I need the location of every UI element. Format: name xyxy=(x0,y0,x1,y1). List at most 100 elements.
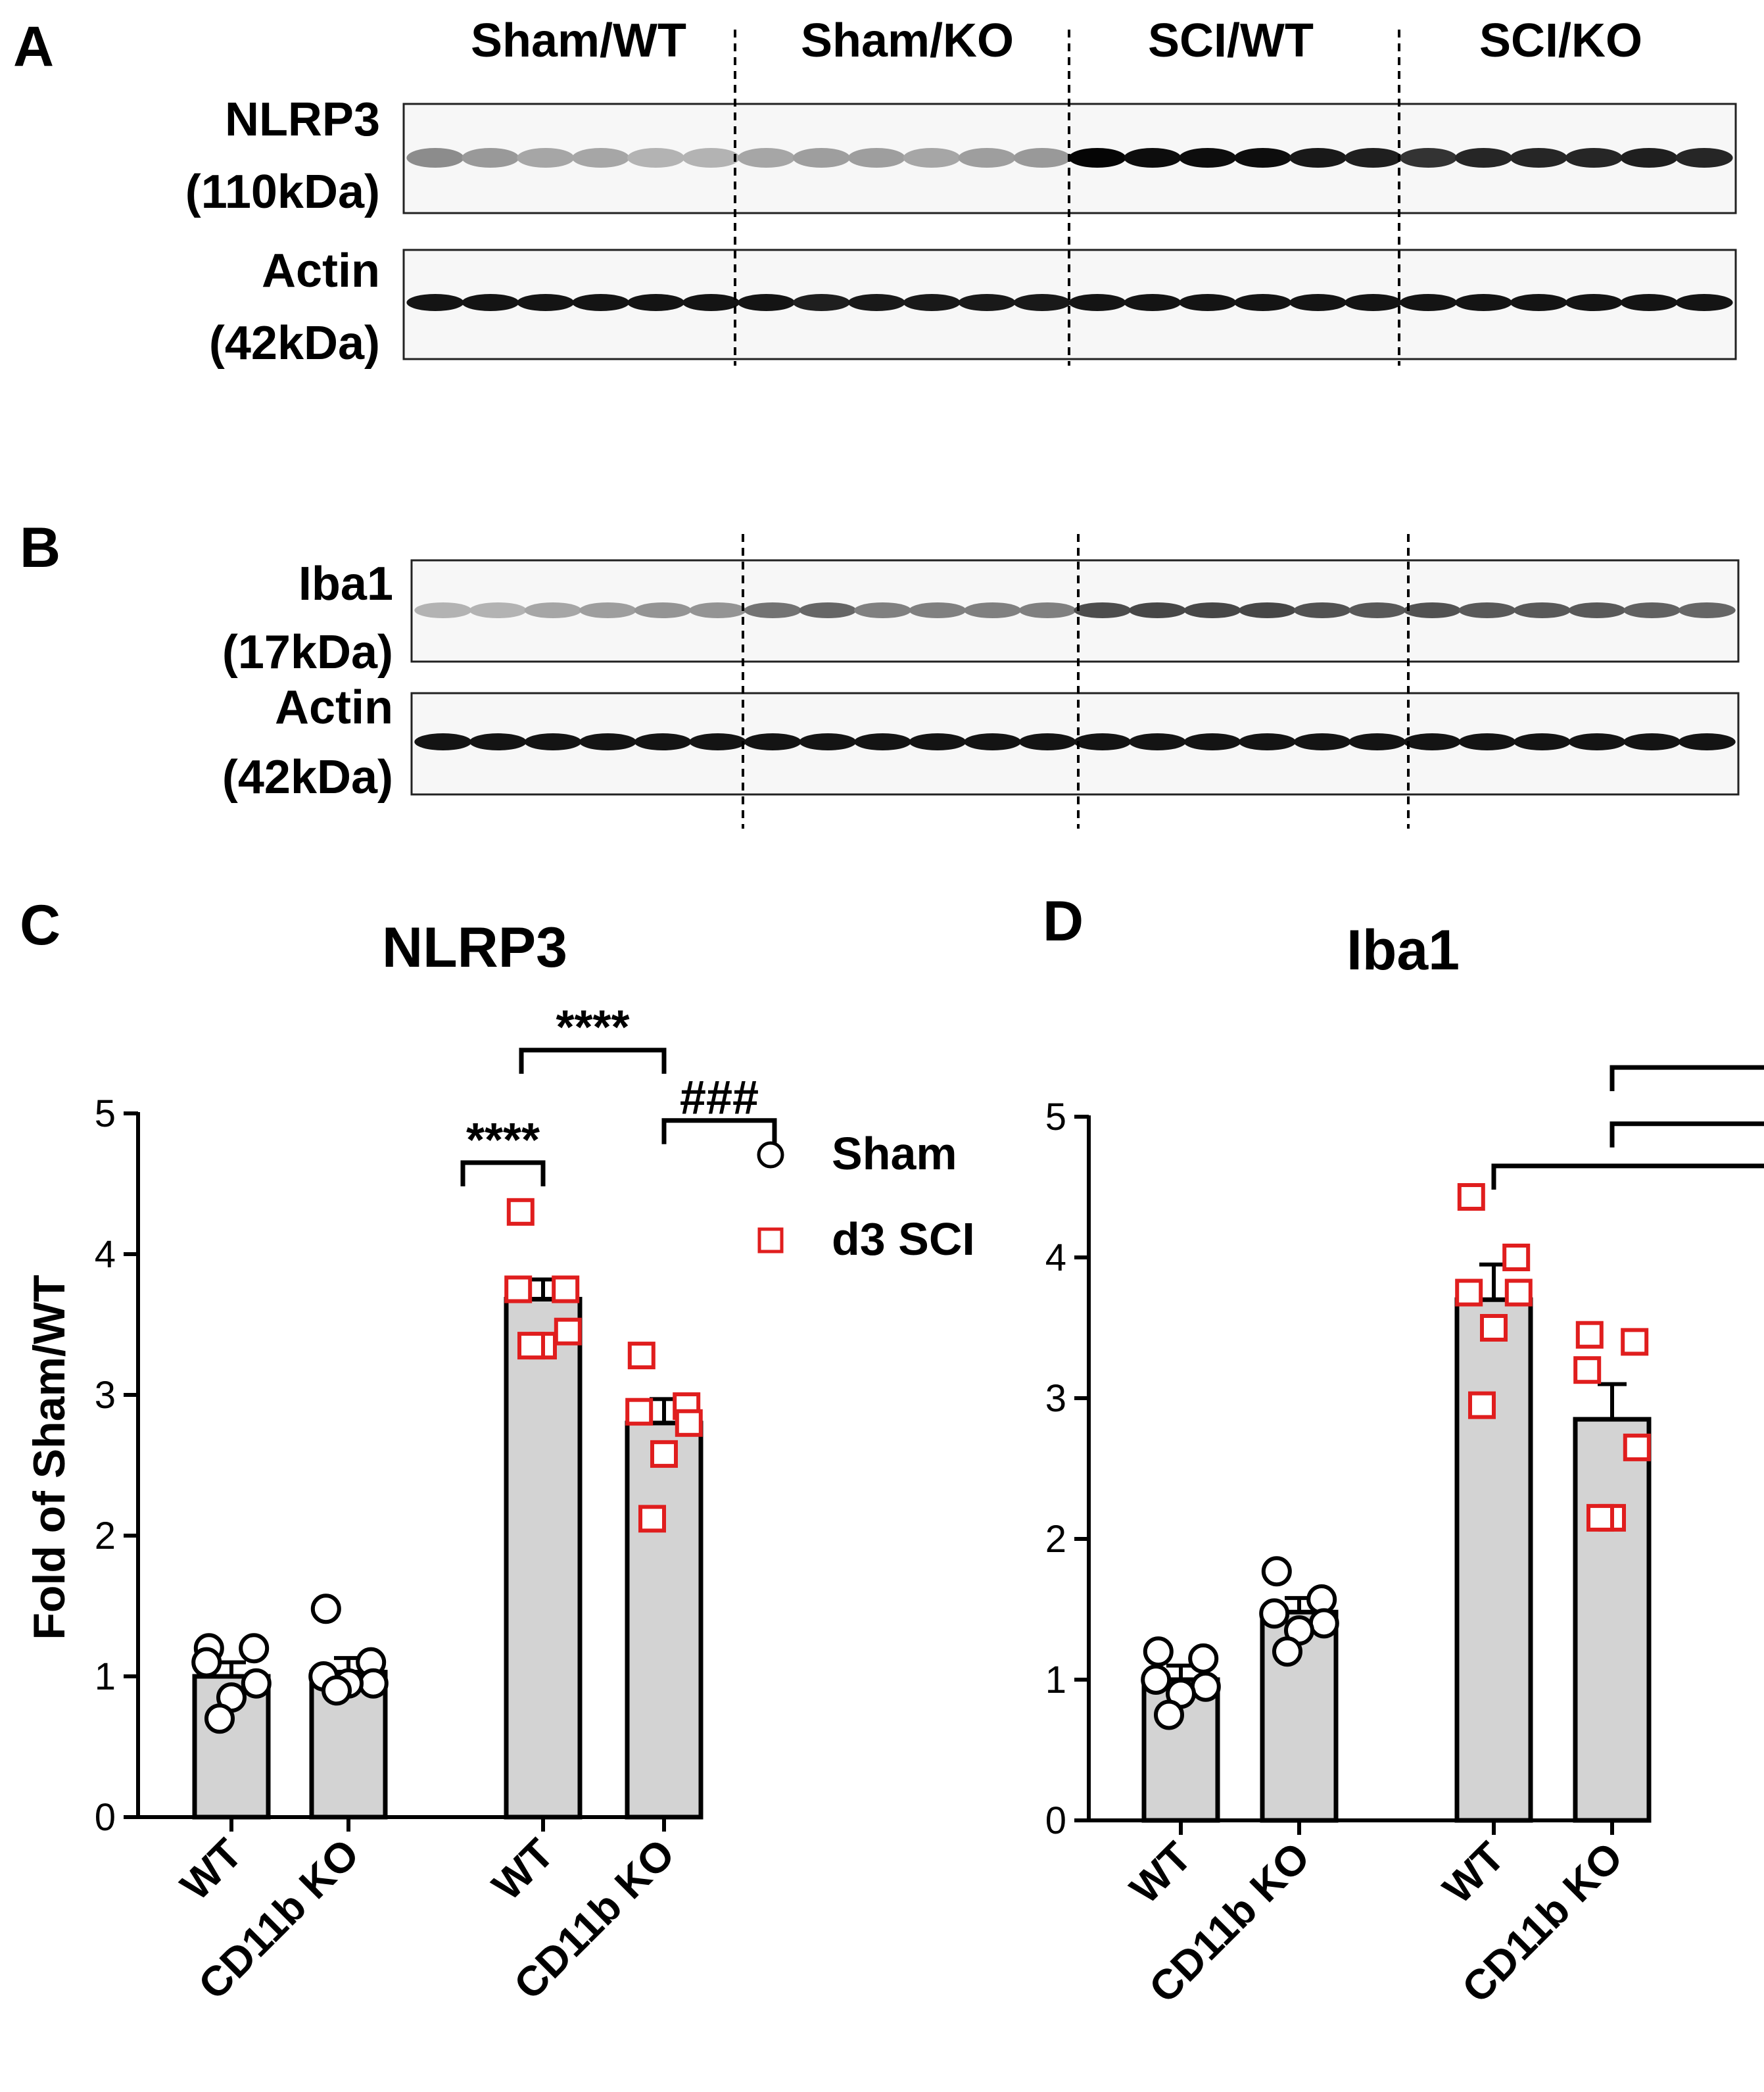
y-tick-label: 3 xyxy=(95,1374,116,1417)
significance-bracket xyxy=(460,1160,546,1186)
data-point-sham xyxy=(1261,1556,1292,1587)
nlrp3-band xyxy=(406,148,464,168)
data-point-sham xyxy=(204,1703,235,1734)
x-category-label: WT xyxy=(172,1830,251,1909)
legend-sci-marker xyxy=(757,1227,784,1253)
data-point-sham xyxy=(1190,1671,1221,1702)
actin-band xyxy=(1074,733,1132,750)
blot-a-dividers xyxy=(734,30,1400,366)
actin-band xyxy=(1399,294,1458,311)
x-category-label: WT xyxy=(483,1830,563,1909)
iba1-band xyxy=(1018,602,1076,618)
bar xyxy=(1454,1297,1533,1823)
nlrp3-band xyxy=(682,148,740,168)
data-point-sci xyxy=(1623,1433,1651,1461)
iba1-band xyxy=(634,602,692,618)
iba1-band xyxy=(799,602,857,618)
y-tick-label: 5 xyxy=(95,1092,116,1135)
data-point-sham xyxy=(322,1675,352,1706)
iba1-band xyxy=(1623,602,1681,618)
blot-b-band-size: (42kDa) xyxy=(222,751,393,804)
actin-band xyxy=(1675,294,1733,311)
x-category-label: WT xyxy=(1434,1833,1514,1912)
panel-letter-d: D xyxy=(1043,890,1084,953)
actin-band xyxy=(1568,733,1626,750)
data-point-sci xyxy=(1502,1244,1531,1271)
actin-band xyxy=(1344,294,1402,311)
data-point-sci xyxy=(554,1317,582,1346)
nlrp3-band xyxy=(627,148,685,168)
iba1-band xyxy=(579,602,636,618)
panel-letter-b: B xyxy=(20,516,60,579)
y-tick-label: 1 xyxy=(1045,1659,1066,1701)
y-tick-label: 5 xyxy=(1045,1096,1066,1138)
chart-c-y-axis-label: Fold of Sham/WT xyxy=(24,1275,74,1640)
actin-band xyxy=(854,733,911,750)
data-point-sham xyxy=(241,1668,272,1699)
actin-band xyxy=(1068,294,1126,311)
significance-label: **** xyxy=(466,1114,540,1167)
nlrp3-band xyxy=(1344,148,1402,168)
actin-band xyxy=(1565,294,1623,311)
bar xyxy=(625,1421,703,1820)
blot-a-band-name: NLRP3 xyxy=(225,93,380,146)
blot-b-dividers xyxy=(742,534,1410,829)
iba1-band xyxy=(909,602,966,618)
actin-band xyxy=(462,294,519,311)
data-point-sham xyxy=(1308,1608,1339,1639)
data-point-sci xyxy=(1504,1278,1533,1307)
actin-band xyxy=(1234,294,1292,311)
y-tick-label: 2 xyxy=(95,1515,116,1557)
nlrp3-band xyxy=(1068,148,1126,168)
actin-band xyxy=(1403,733,1461,750)
legend-sci-label: d3 SCI xyxy=(832,1213,975,1265)
data-point-sci xyxy=(504,1275,533,1303)
blot-a-group-label: Sham/KO xyxy=(801,14,1014,67)
actin-band xyxy=(634,733,692,750)
actin-band xyxy=(1678,733,1736,750)
iba1-band xyxy=(1293,602,1351,618)
panel-letter-a: A xyxy=(13,15,54,78)
data-point-sci xyxy=(1468,1391,1496,1419)
nlrp3-band xyxy=(1620,148,1678,168)
iba1-band xyxy=(964,602,1022,618)
nlrp3-band xyxy=(1565,148,1623,168)
data-point-sham xyxy=(358,1668,389,1699)
actin-band xyxy=(1623,733,1681,750)
y-tick-label: 2 xyxy=(1045,1518,1066,1561)
data-point-sham xyxy=(1143,1636,1174,1667)
iba1-band xyxy=(1678,602,1736,618)
blot-a-band-name: Actin xyxy=(262,245,380,297)
actin-band xyxy=(1124,294,1181,311)
nlrp3-band xyxy=(958,148,1016,168)
panel-letter-c: C xyxy=(20,894,60,957)
y-tick-label: 4 xyxy=(95,1233,116,1276)
iba1-band xyxy=(854,602,911,618)
nlrp3-band xyxy=(517,148,575,168)
y-tick-label: 3 xyxy=(1045,1377,1066,1420)
actin-band xyxy=(572,294,630,311)
iba1-band xyxy=(1403,602,1461,618)
data-point-sci xyxy=(1457,1182,1485,1211)
iba1-band xyxy=(689,602,747,618)
nlrp3-band xyxy=(462,148,519,168)
y-tick-label: 4 xyxy=(1045,1236,1066,1279)
actin-band xyxy=(579,733,636,750)
significance-bracket xyxy=(661,1118,777,1144)
iba1-band xyxy=(1514,602,1571,618)
actin-band xyxy=(903,294,961,311)
actin-band xyxy=(909,733,966,750)
nlrp3-band xyxy=(1510,148,1567,168)
nlrp3-band xyxy=(1454,148,1512,168)
data-point-sci xyxy=(1573,1356,1602,1384)
blot-a-group-label: Sham/WT xyxy=(471,14,686,67)
data-point-sham xyxy=(1272,1636,1302,1667)
actin-band xyxy=(1454,294,1512,311)
data-point-sci xyxy=(1586,1503,1614,1532)
data-point-sham xyxy=(310,1593,341,1624)
actin-band xyxy=(469,733,527,750)
blot-b-band-name: Iba1 xyxy=(298,558,393,610)
actin-band xyxy=(1620,294,1678,311)
nlrp3-band xyxy=(903,148,961,168)
data-point-sci xyxy=(1455,1278,1483,1307)
